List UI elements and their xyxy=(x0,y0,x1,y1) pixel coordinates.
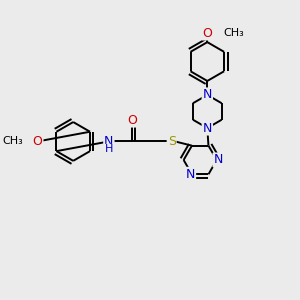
Text: H: H xyxy=(105,144,114,154)
Text: N: N xyxy=(186,168,195,181)
Text: N: N xyxy=(202,122,212,134)
Text: S: S xyxy=(168,135,176,148)
Text: N: N xyxy=(214,154,223,166)
Text: CH₃: CH₃ xyxy=(2,136,23,146)
Text: N: N xyxy=(104,135,114,148)
Text: O: O xyxy=(202,26,212,40)
Text: N: N xyxy=(202,88,212,101)
Text: O: O xyxy=(33,135,43,148)
Text: O: O xyxy=(127,113,136,127)
Text: CH₃: CH₃ xyxy=(223,28,244,38)
